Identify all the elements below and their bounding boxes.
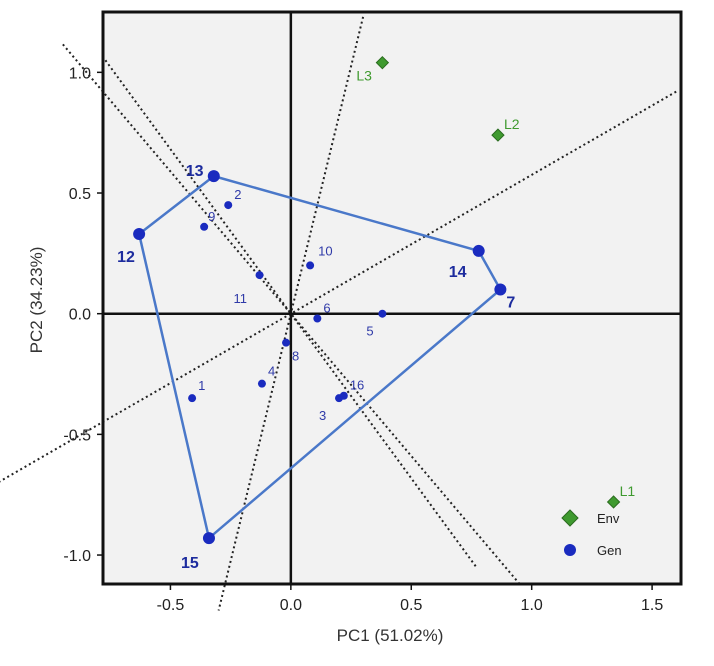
- y-axis-title: PC2 (34.23%): [27, 247, 46, 354]
- genotype-label: 5: [366, 324, 373, 339]
- genotype-point: [202, 532, 215, 545]
- legend-label: Env: [597, 511, 620, 526]
- y-tick-label: -0.5: [63, 427, 91, 444]
- y-tick-label: 1.0: [69, 65, 91, 82]
- environment-label: L3: [356, 68, 372, 84]
- y-tick-label: 0.0: [69, 307, 91, 324]
- y-tick-label: -1.0: [63, 548, 91, 565]
- genotype-label: 15: [181, 555, 199, 572]
- genotype-point: [339, 391, 348, 400]
- genotype-label: 6: [323, 301, 330, 316]
- convex-hull-polygon: [137, 174, 502, 541]
- x-tick-label: 1.5: [641, 597, 663, 614]
- environment-label: L1: [620, 483, 636, 499]
- x-tick-label: -0.5: [157, 597, 185, 614]
- legend-gen-marker: [564, 544, 576, 556]
- legend-label: Gen: [597, 543, 622, 558]
- zero-axes: [103, 12, 681, 584]
- x-axis-ticks: -0.5 0.0 0.5 1.0 1.5: [157, 584, 663, 614]
- genotype-point: [257, 379, 266, 388]
- sector-line: [61, 42, 521, 585]
- genotype-point: [188, 394, 197, 403]
- y-tick-label: 0.5: [69, 186, 91, 203]
- genotype-label: 3: [319, 408, 326, 423]
- environment-point: [606, 495, 621, 509]
- genotype-label: 11: [234, 291, 248, 306]
- genotype-point: [224, 201, 233, 210]
- genotype-label: 10: [318, 243, 332, 258]
- environment-points: L1 L2 L3: [356, 55, 636, 509]
- genotype-point: [133, 228, 146, 241]
- genotype-point: [255, 271, 264, 280]
- x-tick-label: 1.0: [521, 597, 543, 614]
- genotype-label: 1: [198, 378, 205, 393]
- genotype-label: 13: [186, 163, 204, 180]
- genotype-point: [207, 170, 220, 183]
- genotype-label: 12: [117, 249, 135, 266]
- plot-frame: [101, 10, 683, 586]
- genotype-label: 8: [292, 349, 299, 364]
- environment-point: [491, 128, 505, 142]
- y-axis-ticks: -1.0 -0.5 0.0 0.5 1.0: [63, 65, 103, 565]
- x-tick-label: 0.0: [280, 597, 302, 614]
- legend: Env Gen: [561, 509, 622, 558]
- legend-env-marker: [561, 509, 579, 527]
- genotype-point: [306, 261, 315, 270]
- x-tick-label: 0.5: [400, 597, 422, 614]
- genotype-point: [313, 314, 322, 323]
- genotype-point: [282, 338, 291, 347]
- genotype-point: [472, 244, 485, 257]
- genotype-point: [494, 283, 507, 296]
- genotype-label: 2: [234, 187, 241, 202]
- x-axis-title: PC1 (51.02%): [337, 626, 444, 645]
- environment-label: L2: [504, 116, 520, 132]
- genotype-label: 14: [449, 264, 467, 281]
- genotype-label: 4: [268, 364, 275, 379]
- genotype-label: 9: [208, 209, 215, 224]
- plot-background: [103, 12, 681, 584]
- genotype-label: 16: [350, 378, 364, 393]
- environment-point: [375, 55, 390, 70]
- sector-line: [0, 90, 677, 483]
- genotype-point: [378, 309, 387, 318]
- genotype-point: [200, 222, 209, 231]
- genotype-label: 7: [506, 295, 515, 312]
- polygon-layer: [137, 174, 502, 541]
